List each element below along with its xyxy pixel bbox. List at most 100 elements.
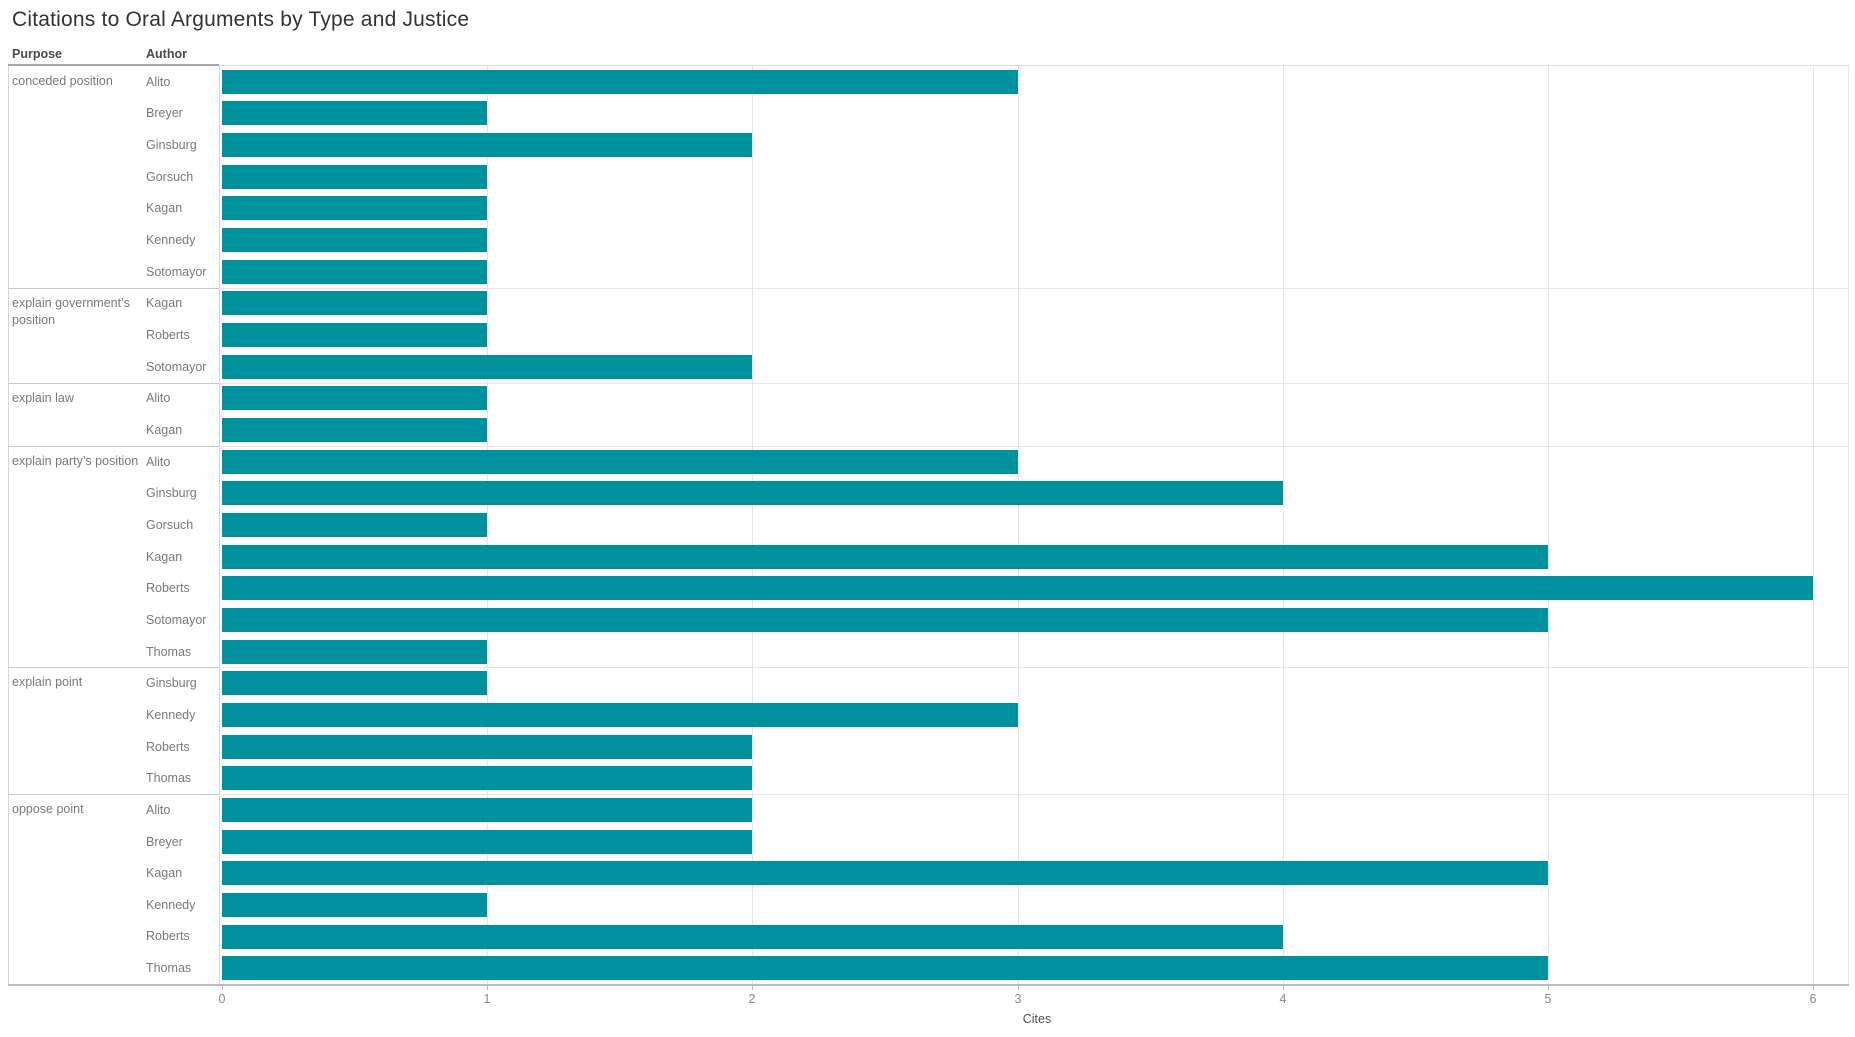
purpose-row-header[interactable]: explain point: [12, 675, 83, 690]
header-underline-labels: [8, 64, 219, 66]
purpose-row-header[interactable]: oppose point: [12, 802, 84, 817]
author-row-header[interactable]: Kagan: [146, 201, 183, 216]
bar-mark[interactable]: [222, 354, 752, 379]
bar-mark[interactable]: [222, 228, 487, 253]
author-row-header[interactable]: Kagan: [146, 296, 183, 311]
group-divider-labels: [8, 667, 219, 669]
bar-mark[interactable]: [222, 576, 1813, 601]
group-divider-labels: [8, 382, 219, 384]
author-row-header[interactable]: Roberts: [146, 328, 190, 343]
bar-mark[interactable]: [222, 386, 487, 411]
bar-mark[interactable]: [222, 544, 1548, 569]
group-divider-labels: [8, 287, 219, 289]
bar-mark[interactable]: [222, 133, 752, 158]
x-axis-line: [8, 984, 1849, 986]
author-row-header[interactable]: Thomas: [146, 961, 192, 976]
x-axis-tick-label: 4: [1279, 992, 1287, 1006]
bar-mark[interactable]: [222, 829, 752, 854]
author-row-header[interactable]: Ginsburg: [146, 676, 197, 691]
bar-mark[interactable]: [222, 69, 1018, 94]
chart-title: Citations to Oral Arguments by Type and …: [12, 8, 470, 31]
purpose-row-header[interactable]: explain law: [12, 390, 74, 405]
x-axis-tick: [1283, 986, 1284, 990]
author-row-header[interactable]: Sotomayor: [146, 612, 207, 627]
pane-border-left: [8, 65, 9, 984]
x-axis-tick: [1018, 986, 1019, 990]
author-row-header[interactable]: Kagan: [146, 549, 183, 564]
group-divider-chart: [219, 287, 1849, 289]
bar-mark[interactable]: [222, 639, 487, 664]
bar-mark[interactable]: [222, 766, 752, 791]
bar-mark[interactable]: [222, 734, 752, 759]
bar-mark[interactable]: [222, 702, 1018, 727]
pane-border-mid: [219, 65, 220, 984]
x-axis-tick-label: 3: [1014, 992, 1022, 1006]
author-row-header[interactable]: Sotomayor: [146, 359, 207, 374]
vertical-gridline: [752, 66, 753, 984]
group-divider-chart: [219, 794, 1849, 796]
bar-mark[interactable]: [222, 512, 487, 537]
author-row-header[interactable]: Roberts: [146, 739, 190, 754]
x-axis-tick: [487, 986, 488, 990]
x-axis-tick-label: 0: [218, 992, 226, 1006]
vertical-gridline: [1548, 66, 1549, 984]
vertical-gridline: [487, 66, 488, 984]
bar-mark[interactable]: [222, 196, 487, 221]
vertical-gridline: [1018, 66, 1019, 984]
group-divider-chart: [219, 382, 1849, 384]
author-row-header[interactable]: Sotomayor: [146, 264, 207, 279]
x-axis-tick: [1813, 986, 1814, 990]
group-divider-chart: [219, 667, 1849, 669]
bar-mark[interactable]: [222, 164, 487, 189]
bar-mark[interactable]: [222, 861, 1548, 886]
bar-mark[interactable]: [222, 797, 752, 822]
bar-mark[interactable]: [222, 101, 487, 126]
author-row-header[interactable]: Gorsuch: [146, 169, 194, 184]
axis-title: Cites: [1022, 1012, 1052, 1026]
bar-mark[interactable]: [222, 671, 487, 696]
bar-mark[interactable]: [222, 607, 1548, 632]
author-row-header[interactable]: Roberts: [146, 581, 190, 596]
author-row-header[interactable]: Roberts: [146, 929, 190, 944]
column-header-purpose[interactable]: Purpose: [12, 47, 63, 61]
author-row-header[interactable]: Thomas: [146, 771, 192, 786]
vertical-gridline: [1813, 66, 1814, 984]
author-row-header[interactable]: Alito: [146, 74, 171, 89]
author-row-header[interactable]: Alito: [146, 802, 171, 817]
column-header-author[interactable]: Author: [146, 47, 187, 61]
bar-mark[interactable]: [222, 924, 1283, 949]
author-row-header[interactable]: Kennedy: [146, 233, 196, 248]
author-row-header[interactable]: Thomas: [146, 644, 192, 659]
author-row-header[interactable]: Ginsburg: [146, 138, 197, 153]
purpose-row-header[interactable]: conceded position: [12, 74, 113, 88]
x-axis-tick: [222, 986, 223, 990]
author-row-header[interactable]: Breyer: [146, 106, 183, 121]
bar-mark[interactable]: [222, 291, 487, 316]
author-row-header[interactable]: Kagan: [146, 866, 183, 881]
purpose-row-header[interactable]: explain party’s position: [12, 453, 139, 468]
author-row-header[interactable]: Alito: [146, 391, 171, 406]
bar-mark[interactable]: [222, 323, 487, 348]
x-axis-tick-label: 2: [748, 992, 756, 1006]
bar-mark[interactable]: [222, 259, 487, 284]
author-row-header[interactable]: Alito: [146, 454, 171, 469]
group-divider-chart: [219, 445, 1849, 447]
bar-mark[interactable]: [222, 956, 1548, 981]
author-row-header[interactable]: Kennedy: [146, 897, 196, 912]
x-axis-tick: [752, 986, 753, 990]
x-axis-tick: [1548, 986, 1549, 990]
bar-mark[interactable]: [222, 418, 487, 443]
bar-mark[interactable]: [222, 892, 487, 917]
author-row-header[interactable]: Kennedy: [146, 707, 196, 722]
author-row-header[interactable]: Breyer: [146, 834, 183, 849]
purpose-row-header[interactable]: explain government’s position: [12, 295, 130, 327]
header-underline-chart: [219, 65, 1849, 66]
x-axis-tick-label: 6: [1809, 992, 1817, 1006]
bar-mark[interactable]: [222, 481, 1283, 506]
author-row-header[interactable]: Gorsuch: [146, 517, 194, 532]
bar-mark[interactable]: [222, 449, 1018, 474]
group-divider-labels: [8, 794, 219, 796]
author-row-header[interactable]: Ginsburg: [146, 486, 197, 501]
author-row-header[interactable]: Kagan: [146, 423, 183, 438]
